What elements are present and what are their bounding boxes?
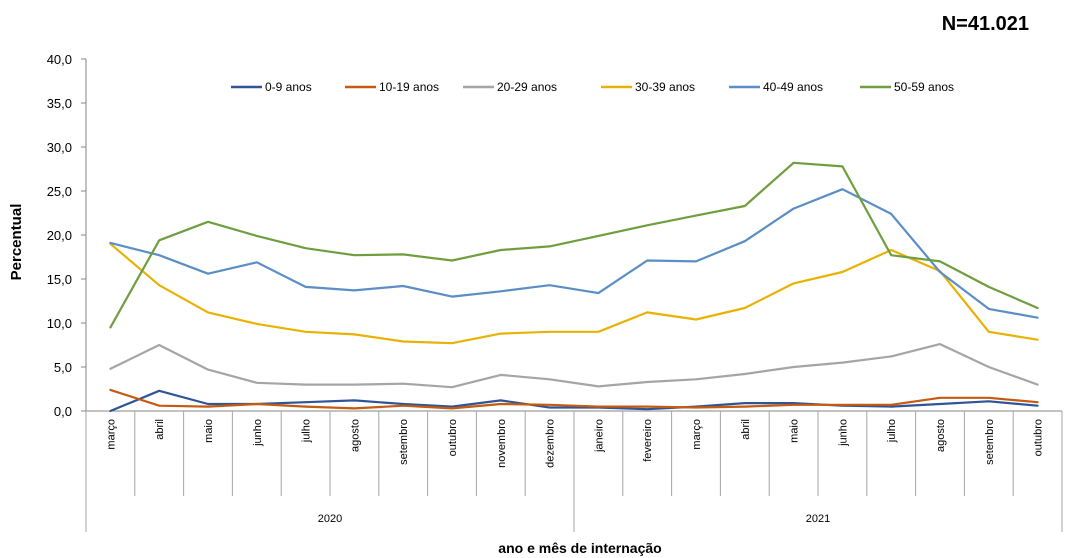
series-line-2	[109, 388, 1039, 410]
x-category-label: janeiro	[593, 419, 605, 453]
y-tick-label: 40,0	[47, 52, 72, 67]
legend-label: 20-29 anos	[497, 80, 557, 94]
y-tick-label: 0,0	[54, 404, 72, 419]
x-category-label: outubro	[447, 419, 459, 456]
y-tick-label: 25,0	[47, 184, 72, 199]
x-category-label: novembro	[496, 419, 508, 468]
series-line-1	[109, 389, 1039, 413]
x-category-label: outubro	[1033, 419, 1045, 456]
y-axis: 0,0 5,0 10,0 15,0 20,0 25,0 30,0 35,0 40,0	[47, 52, 87, 419]
y-axis-title: Percentual	[8, 204, 25, 281]
y-tick-label: 5,0	[54, 360, 72, 375]
x-category-label: março	[691, 419, 703, 450]
legend-label: 0-9 anos	[265, 80, 312, 94]
x-category-label: agosto	[349, 419, 361, 452]
x-category-label: abril	[154, 419, 166, 440]
x-category-label: agosto	[935, 419, 947, 452]
series-line-3	[109, 343, 1039, 389]
x-group-label: 2020	[318, 513, 342, 525]
x-category-label: julho	[301, 419, 313, 443]
x-category-label: março	[105, 419, 117, 450]
x-category-label: setembro	[984, 419, 996, 465]
series-lines	[109, 161, 1039, 413]
series-line-5	[109, 188, 1039, 319]
y-tick-label: 30,0	[47, 140, 72, 155]
y-tick-label: 20,0	[47, 228, 72, 243]
legend: 0-9 anos 10-19 anos 20-29 anos 30-39 anos 40…	[231, 80, 954, 94]
legend-label: 40-49 anos	[763, 80, 823, 94]
series-line-6	[109, 161, 1039, 329]
x-category-label: dezembro	[545, 419, 557, 468]
x-category-label: maio	[203, 419, 215, 443]
series-line-4	[109, 242, 1039, 345]
x-axis: março abril maio junho julho agosto setembro ou…	[85, 410, 1063, 532]
x-category-label: junho	[837, 419, 849, 447]
y-tick-label: 35,0	[47, 96, 72, 111]
legend-label: 50-59 anos	[894, 80, 954, 94]
legend-label: 30-39 anos	[635, 80, 695, 94]
x-category-label: setembro	[398, 419, 410, 465]
sample-size-label: N=41.021	[942, 13, 1029, 35]
x-category-label: abril	[740, 419, 752, 440]
legend-label: 10-19 anos	[379, 80, 439, 94]
y-tick-label: 10,0	[47, 316, 72, 331]
x-category-label: junho	[252, 419, 264, 447]
x-category-label: julho	[886, 419, 898, 443]
x-axis-title: ano e mês de internação	[498, 540, 661, 556]
x-group-label: 2021	[806, 513, 830, 525]
y-tick-label: 15,0	[47, 272, 72, 287]
x-category-label: maio	[789, 419, 801, 443]
x-category-label: fevereiro	[642, 419, 654, 462]
